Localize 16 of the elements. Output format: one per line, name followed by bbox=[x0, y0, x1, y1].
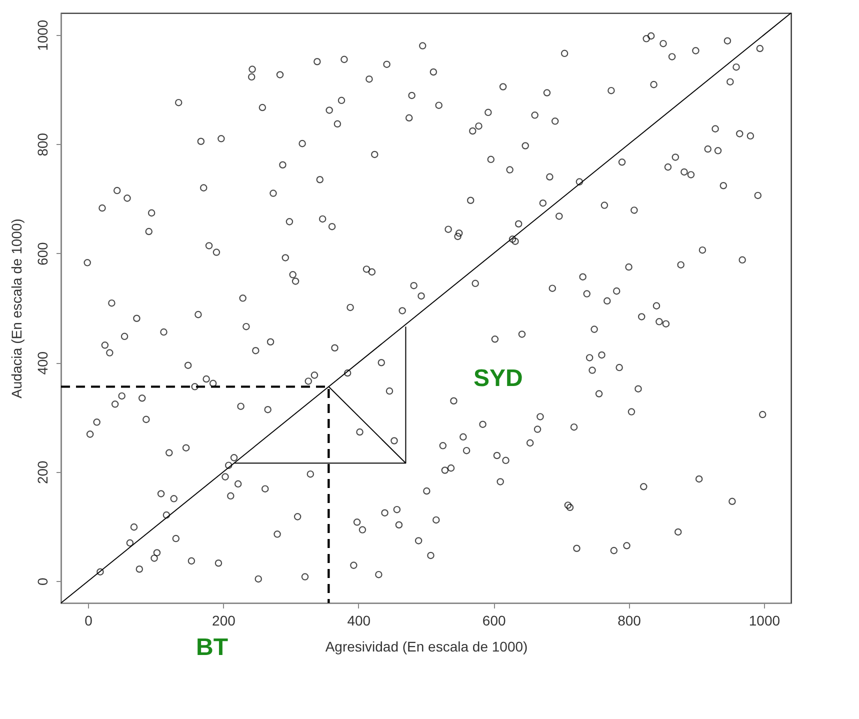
x-tick-label: 400 bbox=[347, 612, 371, 628]
x-tick-label: 0 bbox=[84, 612, 93, 628]
y-axis-title: Audacia (En escala de 1000) bbox=[8, 218, 24, 398]
y-tick-label: 600 bbox=[34, 242, 50, 266]
y-tick-label: 0 bbox=[34, 578, 50, 586]
y-tick-label: 200 bbox=[34, 460, 50, 484]
x-tick-label: 800 bbox=[618, 612, 642, 628]
y-tick-label: 800 bbox=[34, 132, 50, 156]
x-tick-label: 1000 bbox=[748, 612, 780, 628]
x-tick-label: 200 bbox=[212, 612, 236, 628]
text: BT bbox=[196, 634, 228, 661]
y-tick-label: 400 bbox=[34, 351, 50, 375]
y-tick-label: 1000 bbox=[34, 20, 50, 51]
x-tick-label: 600 bbox=[482, 612, 506, 628]
annotation: SYD bbox=[473, 364, 523, 392]
x-axis-title: Agresividad (En escala de 1000) bbox=[325, 638, 528, 654]
